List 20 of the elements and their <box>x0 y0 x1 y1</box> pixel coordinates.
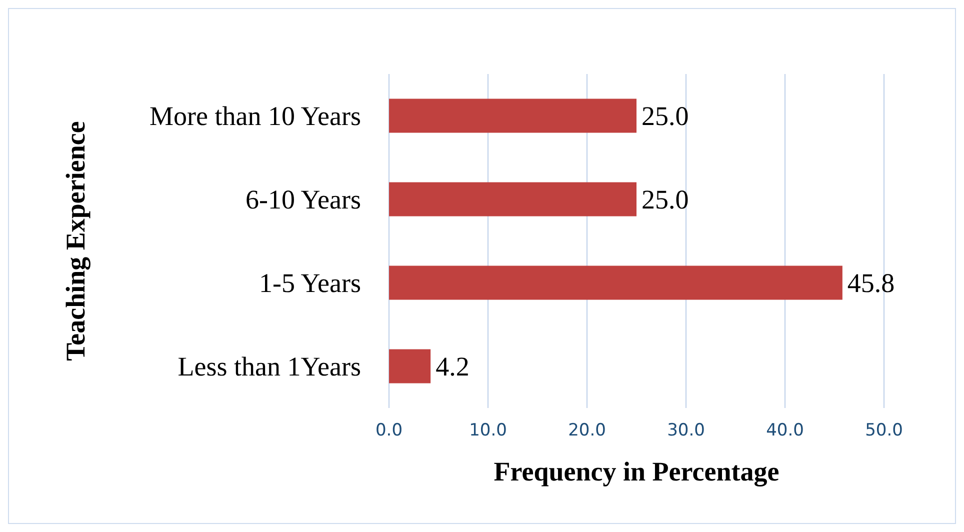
y-axis-title: Teaching Experience <box>60 121 90 361</box>
data-label: 4.2 <box>436 351 470 382</box>
x-tick-label: 10.0 <box>469 420 507 440</box>
data-label: 25.0 <box>642 100 689 131</box>
x-tick-label: 30.0 <box>667 420 705 440</box>
x-tick-label: 0.0 <box>375 420 403 440</box>
bar <box>389 182 636 216</box>
y-tick-label: 1-5 Years <box>258 268 361 298</box>
x-axis-title: Frequency in Percentage <box>494 456 780 486</box>
x-tick-label: 50.0 <box>865 420 903 440</box>
y-tick-label: More than 10 Years <box>150 100 361 131</box>
bar <box>389 349 431 384</box>
y-tick-label: 6-10 Years <box>245 184 361 214</box>
bar <box>389 266 842 300</box>
data-label: 25.0 <box>642 184 689 214</box>
x-tick-label: 40.0 <box>766 420 804 440</box>
y-tick-label: Less than 1Years <box>178 351 361 382</box>
data-label: 45.8 <box>847 268 895 298</box>
x-tick-label: 20.0 <box>568 420 606 440</box>
bar <box>389 98 636 133</box>
